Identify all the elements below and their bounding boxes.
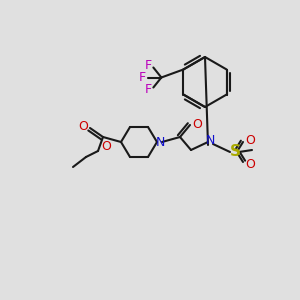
Text: F: F xyxy=(139,71,146,84)
Text: S: S xyxy=(230,145,241,160)
Text: F: F xyxy=(145,59,152,72)
Text: N: N xyxy=(155,136,165,148)
Text: F: F xyxy=(145,83,152,96)
Text: O: O xyxy=(192,118,202,131)
Text: O: O xyxy=(245,134,255,146)
Text: O: O xyxy=(78,119,88,133)
Text: O: O xyxy=(101,140,111,154)
Text: N: N xyxy=(205,134,215,146)
Text: O: O xyxy=(245,158,255,170)
